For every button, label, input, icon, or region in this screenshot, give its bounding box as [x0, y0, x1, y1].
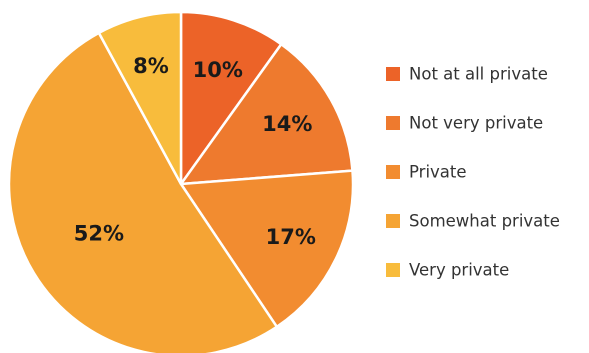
legend-label: Very private	[409, 261, 509, 280]
legend-item: Not at all private	[386, 65, 548, 84]
pie-slice-not-very-private	[179, 42, 354, 186]
legend-swatch	[386, 165, 400, 179]
slice-value-label: 17%	[266, 225, 316, 249]
legend-item: Private	[386, 163, 467, 182]
legend-item: Very private	[386, 261, 509, 280]
slice-labels: 10% 14% 17% 52% 8%	[74, 54, 316, 249]
legend-item: Not very private	[386, 114, 543, 133]
slice-value-label: 14%	[262, 112, 312, 136]
legend-swatch	[386, 67, 400, 81]
pie-slice-somewhat-private	[7, 31, 279, 353]
legend-swatch	[386, 214, 400, 228]
legend-swatch	[386, 263, 400, 277]
legend-label: Not very private	[409, 114, 543, 133]
pie-slice-not-at-all-private	[179, 10, 283, 186]
legend-label: Private	[409, 163, 467, 182]
pie-slices	[7, 10, 355, 353]
legend-label: Not at all private	[409, 65, 548, 84]
legend-label: Somewhat private	[409, 212, 560, 231]
legend-swatch	[386, 116, 400, 130]
pie-slice-private	[179, 169, 355, 329]
pie-slice-very-private	[97, 10, 183, 186]
slice-value-label: 8%	[133, 54, 169, 78]
legend: Not at all private Not very private Privat…	[386, 65, 560, 280]
legend-item: Somewhat private	[386, 212, 560, 231]
slice-value-label: 52%	[74, 222, 124, 246]
slice-value-label: 10%	[193, 58, 243, 82]
